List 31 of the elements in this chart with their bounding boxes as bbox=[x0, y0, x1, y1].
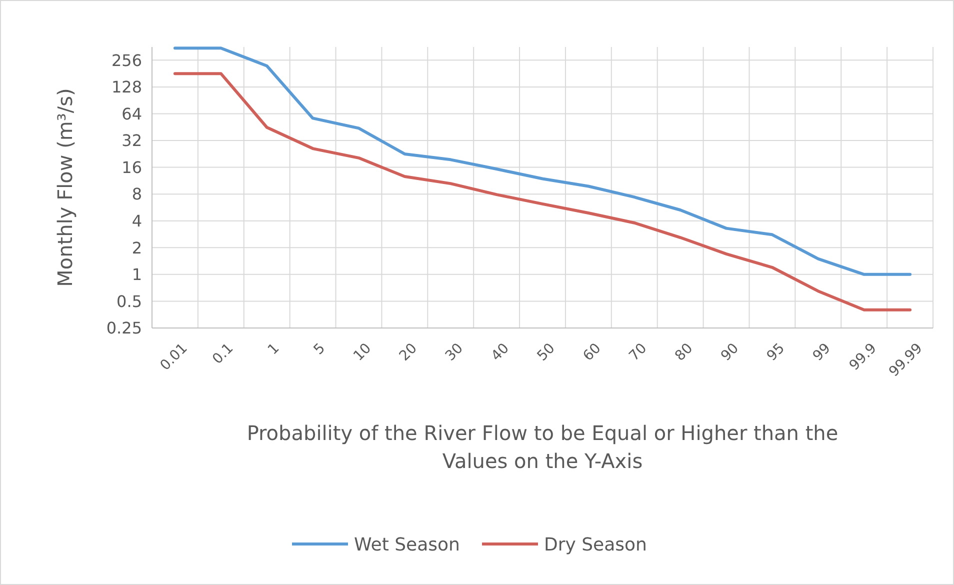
y-tick-label: 16 bbox=[122, 158, 142, 177]
x-tick-label: 70 bbox=[626, 340, 650, 364]
x-tick-label: 0.1 bbox=[210, 340, 237, 368]
y-tick-label: 4 bbox=[132, 211, 142, 230]
legend-label: Dry Season bbox=[544, 534, 647, 556]
y-tick-label: 32 bbox=[122, 131, 142, 150]
legend-label: Wet Season bbox=[354, 534, 460, 556]
y-tick-label: 8 bbox=[132, 184, 142, 204]
y-tick-label: 64 bbox=[122, 104, 142, 124]
line-series bbox=[173, 46, 912, 276]
y-tick-label: 2 bbox=[132, 238, 142, 258]
x-tick-label: 50 bbox=[534, 340, 558, 364]
x-tick-label: 5 bbox=[310, 340, 329, 358]
x-tick-label: 80 bbox=[672, 340, 696, 364]
y-tick-label: 256 bbox=[111, 50, 142, 70]
x-tick-label: 1 bbox=[264, 340, 283, 358]
x-tick-label: 10 bbox=[350, 340, 374, 364]
y-tick-label: 0.25 bbox=[106, 318, 142, 338]
x-tick-label: 95 bbox=[764, 340, 788, 364]
x-tick-label: 30 bbox=[442, 340, 466, 364]
x-tick-label: 90 bbox=[718, 340, 742, 364]
x-tick-label: 99 bbox=[810, 340, 834, 364]
y-tick-label: 1 bbox=[132, 265, 142, 284]
y-axis-title: Monthly Flow (m³/s) bbox=[53, 88, 77, 287]
x-tick-label: 40 bbox=[488, 340, 512, 364]
x-tick-label: 20 bbox=[396, 340, 420, 364]
x-axis-title: Probability of the River Flow to be Equal or Higher than the Values on the Y-Axis bbox=[246, 421, 838, 473]
x-tick-label: 60 bbox=[580, 340, 604, 364]
y-tick-label: 128 bbox=[111, 78, 142, 97]
line-series bbox=[173, 72, 912, 312]
y-tick-label: 0.5 bbox=[116, 292, 142, 311]
